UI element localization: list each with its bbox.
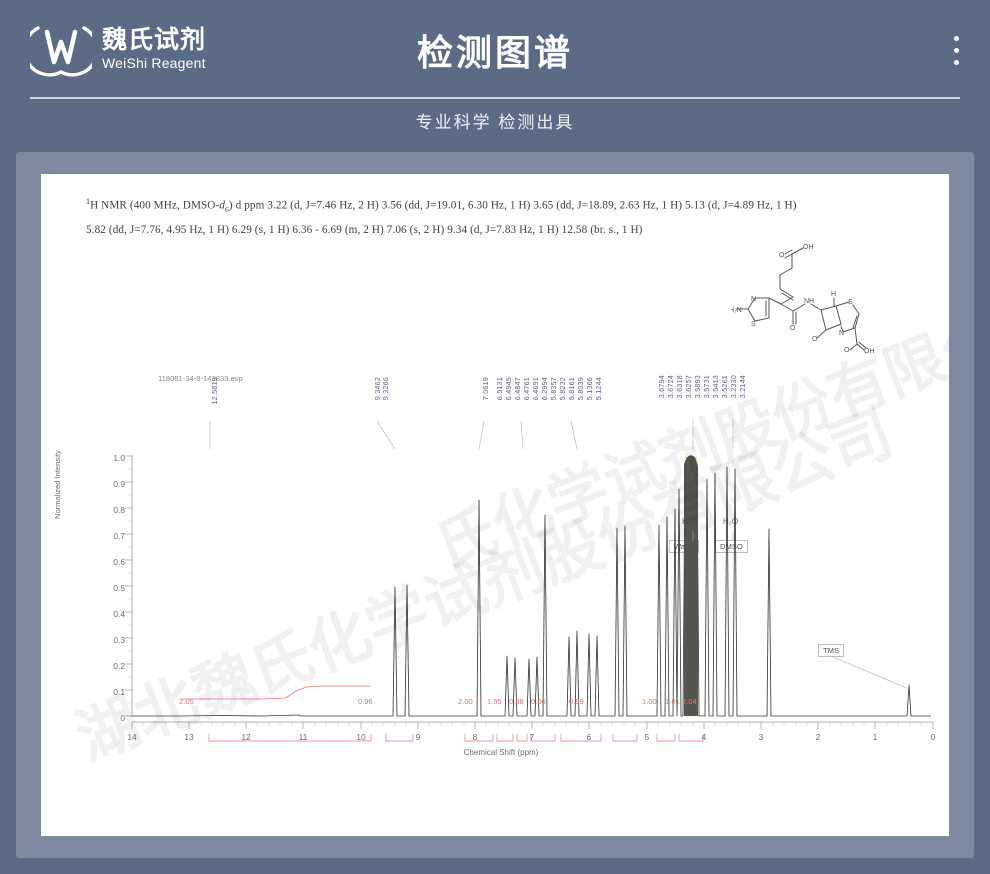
svg-text:OH: OH bbox=[803, 244, 814, 251]
x-tick-6: 6 bbox=[586, 732, 592, 742]
y-tick-0.5: 0.5 bbox=[113, 583, 125, 593]
header-divider bbox=[30, 97, 960, 99]
svg-text:OH: OH bbox=[864, 348, 875, 355]
svg-text:O: O bbox=[790, 325, 796, 332]
spectrum-file-label: 118081-34-8-143833.esp bbox=[158, 374, 243, 383]
dmso-tag: DMSO bbox=[715, 540, 748, 553]
integral-value-2.00: 2.00 bbox=[458, 697, 473, 706]
brand-name-en: WeiShi Reagent bbox=[102, 55, 206, 71]
nmr-line1-post: ) d ppm 3.22 (d, J=7.46 Hz, 2 H) 3.56 (d… bbox=[228, 199, 797, 212]
y-tick-0.8: 0.8 bbox=[113, 505, 125, 515]
y-tick-0.1: 0.1 bbox=[113, 687, 125, 697]
svg-text:NH: NH bbox=[804, 298, 814, 305]
x-tick-4: 4 bbox=[701, 732, 707, 742]
x-tick-8: 8 bbox=[472, 732, 478, 742]
integral-value-1.01: 1.01 bbox=[665, 697, 680, 706]
h2o-label-right: H₂O bbox=[723, 517, 739, 526]
y-tick-0.3: 0.3 bbox=[113, 635, 125, 645]
x-tick-10: 10 bbox=[356, 732, 366, 742]
y-tick-0.4: 0.4 bbox=[113, 609, 125, 619]
chemical-structure-diagram: OH O N S H₂N O NH H S N O O OH bbox=[729, 242, 941, 382]
nmr-line1-pre: H NMR (400 MHz, DMSO- bbox=[90, 199, 220, 212]
nmr-solvent-sub: 6 bbox=[225, 204, 229, 214]
integral-value-2.04: 2.04 bbox=[682, 697, 697, 706]
nmr-solvent-italic: d bbox=[219, 199, 226, 212]
y-tick-0: 0 bbox=[120, 713, 125, 723]
x-tick-7: 7 bbox=[529, 732, 535, 742]
page-subtitle: 专业科学 检测出具 bbox=[415, 113, 575, 132]
integral-value-2.05: 2.05 bbox=[179, 697, 194, 706]
x-tick-0: 0 bbox=[930, 732, 936, 742]
nmr-spectrum-chart: 118081-34-8-143833.esp Normalized Intens… bbox=[53, 369, 941, 809]
svg-text:N: N bbox=[751, 296, 756, 303]
report-sheet: 1H NMR (400 MHz, DMSO-d6) d ppm 3.22 (d,… bbox=[41, 174, 949, 836]
x-tick-5: 5 bbox=[644, 732, 650, 742]
integral-value-0.99: 0.99 bbox=[569, 697, 584, 706]
report-card: 1H NMR (400 MHz, DMSO-d6) d ppm 3.22 (d,… bbox=[16, 152, 974, 858]
svg-text:H: H bbox=[831, 291, 836, 298]
svg-text:O: O bbox=[812, 336, 818, 343]
y-tick-1.0: 1.0 bbox=[113, 453, 125, 463]
x-tick-12: 12 bbox=[241, 732, 251, 742]
y-tick-0.7: 0.7 bbox=[113, 531, 125, 541]
integral-value-1.95: 1.95 bbox=[487, 697, 502, 706]
svg-text:H₂N: H₂N bbox=[731, 307, 742, 314]
brand-logo: 魏氏试剂 WeiShi Reagent bbox=[23, 18, 207, 80]
x-tick-2: 2 bbox=[815, 732, 821, 742]
integral-value-0.88: 0.88 bbox=[509, 697, 524, 706]
integral-value-1.00: 1.00 bbox=[642, 697, 657, 706]
svg-text:S: S bbox=[848, 299, 853, 306]
svg-text:O: O bbox=[779, 252, 785, 259]
integral-value-0.96-a: 0.96 bbox=[358, 697, 373, 706]
nmr-description: 1H NMR (400 MHz, DMSO-d6) d ppm 3.22 (d,… bbox=[86, 192, 916, 240]
kebab-menu-icon[interactable] bbox=[954, 36, 960, 72]
spectrum-plot bbox=[125, 419, 934, 742]
page-header: 魏氏试剂 WeiShi Reagent 检测图谱 专业科学 检测出具 bbox=[0, 0, 990, 150]
brand-name-cn: 魏氏试剂 bbox=[102, 26, 207, 54]
integral-value-0.96-b: 0.96 bbox=[531, 697, 546, 706]
page-title: 检测图谱 bbox=[416, 32, 573, 73]
svg-text:S: S bbox=[751, 321, 756, 328]
svg-text:N: N bbox=[839, 330, 844, 337]
x-tick-1: 1 bbox=[872, 732, 878, 742]
x-tick-9: 9 bbox=[415, 732, 421, 742]
x-tick-14: 14 bbox=[127, 732, 137, 742]
svg-text:O: O bbox=[844, 347, 850, 354]
y-tick-0.6: 0.6 bbox=[113, 557, 125, 567]
y-tick-0.9: 0.9 bbox=[113, 479, 125, 489]
nmr-line2: 5.82 (dd, J=7.76, 4.95 Hz, 1 H) 6.29 (s,… bbox=[86, 223, 643, 236]
x-tick-13: 13 bbox=[184, 732, 194, 742]
tms-tag: TMS bbox=[818, 644, 845, 657]
x-axis-label: Chemical Shift (ppm) bbox=[463, 748, 539, 757]
nmr-superscript-1: 1 bbox=[86, 197, 91, 206]
y-tick-0.2: 0.2 bbox=[113, 661, 125, 671]
x-tick-11: 11 bbox=[298, 732, 308, 742]
x-tick-3: 3 bbox=[758, 732, 764, 742]
